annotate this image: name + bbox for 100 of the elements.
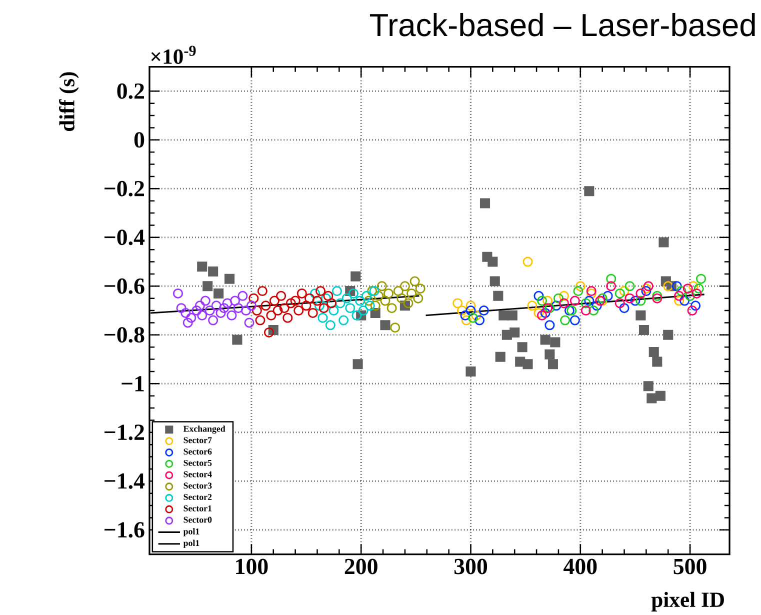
chart-title: Track-based – Laser-based <box>370 12 755 36</box>
point <box>376 280 387 292</box>
point <box>415 283 426 294</box>
point <box>682 283 693 294</box>
point <box>663 280 674 292</box>
point <box>290 296 300 306</box>
point <box>564 305 574 316</box>
point <box>308 308 318 318</box>
point <box>200 296 210 306</box>
point <box>586 286 596 296</box>
point <box>652 290 662 301</box>
point <box>540 308 550 318</box>
point <box>592 300 602 311</box>
point <box>685 290 696 301</box>
legend-label: pol1 <box>183 540 200 548</box>
point <box>264 327 274 338</box>
point <box>490 276 500 286</box>
point <box>197 310 208 320</box>
point <box>522 256 533 267</box>
text: ×10$^{-9}$ <box>151 46 196 64</box>
x-axis-title: pixel ID <box>651 592 724 612</box>
point <box>180 308 191 318</box>
point <box>558 290 569 301</box>
point <box>318 312 328 323</box>
point <box>553 293 564 304</box>
point <box>536 310 548 320</box>
point <box>580 305 591 316</box>
point <box>197 261 208 272</box>
point <box>301 300 312 311</box>
point <box>255 315 266 326</box>
point <box>658 237 669 248</box>
legend-label: Sector3 <box>184 482 212 488</box>
point <box>580 298 591 308</box>
point <box>498 310 509 320</box>
point <box>540 334 550 345</box>
point <box>527 300 538 311</box>
point <box>335 298 346 308</box>
point <box>606 280 616 292</box>
point <box>403 298 414 308</box>
point <box>566 305 577 316</box>
point <box>248 293 259 304</box>
y-axis-title: diff (s) <box>59 72 79 131</box>
point <box>390 322 400 332</box>
point <box>558 298 569 308</box>
point <box>358 305 368 316</box>
point <box>257 286 268 296</box>
legend-label: Sector0 <box>184 516 212 523</box>
point <box>624 280 635 292</box>
point <box>204 305 215 316</box>
point <box>468 312 478 323</box>
point <box>410 276 420 286</box>
point <box>624 293 635 304</box>
point <box>542 296 553 306</box>
point <box>643 280 654 292</box>
point <box>246 300 256 311</box>
point <box>461 315 472 326</box>
point <box>350 271 361 282</box>
point <box>456 305 467 316</box>
point <box>551 300 562 311</box>
point <box>687 305 698 316</box>
point <box>452 298 463 308</box>
legend-label: Sector6 <box>184 448 212 454</box>
point <box>575 280 586 292</box>
point <box>674 296 684 306</box>
legend-label: Sector7 <box>184 437 212 444</box>
y-tick-label: 0.2 <box>117 83 144 99</box>
point <box>316 286 326 296</box>
point <box>663 330 674 340</box>
point <box>276 290 286 301</box>
point <box>393 286 404 296</box>
point <box>630 296 640 306</box>
point <box>352 358 363 370</box>
point <box>597 293 608 304</box>
x-tick-label: 200 <box>344 558 378 574</box>
x-tick-label: 100 <box>236 558 268 574</box>
point <box>573 286 584 296</box>
point <box>584 296 594 306</box>
point <box>182 318 193 328</box>
point <box>413 293 424 304</box>
point <box>318 302 329 313</box>
point <box>314 300 324 311</box>
point <box>619 286 630 296</box>
point <box>544 320 555 330</box>
point <box>692 288 702 298</box>
point <box>636 296 646 306</box>
point <box>602 290 613 301</box>
point <box>544 302 555 313</box>
point <box>460 310 470 320</box>
point <box>586 288 596 298</box>
point <box>510 327 520 338</box>
x-tick-label: 300 <box>454 558 488 574</box>
point <box>400 280 410 292</box>
point <box>536 296 548 306</box>
point <box>588 305 599 316</box>
point <box>471 310 482 320</box>
point <box>172 288 184 298</box>
y-tick-label: −0.2 <box>104 180 144 196</box>
point <box>542 302 553 313</box>
point <box>282 312 293 323</box>
point <box>310 288 320 298</box>
